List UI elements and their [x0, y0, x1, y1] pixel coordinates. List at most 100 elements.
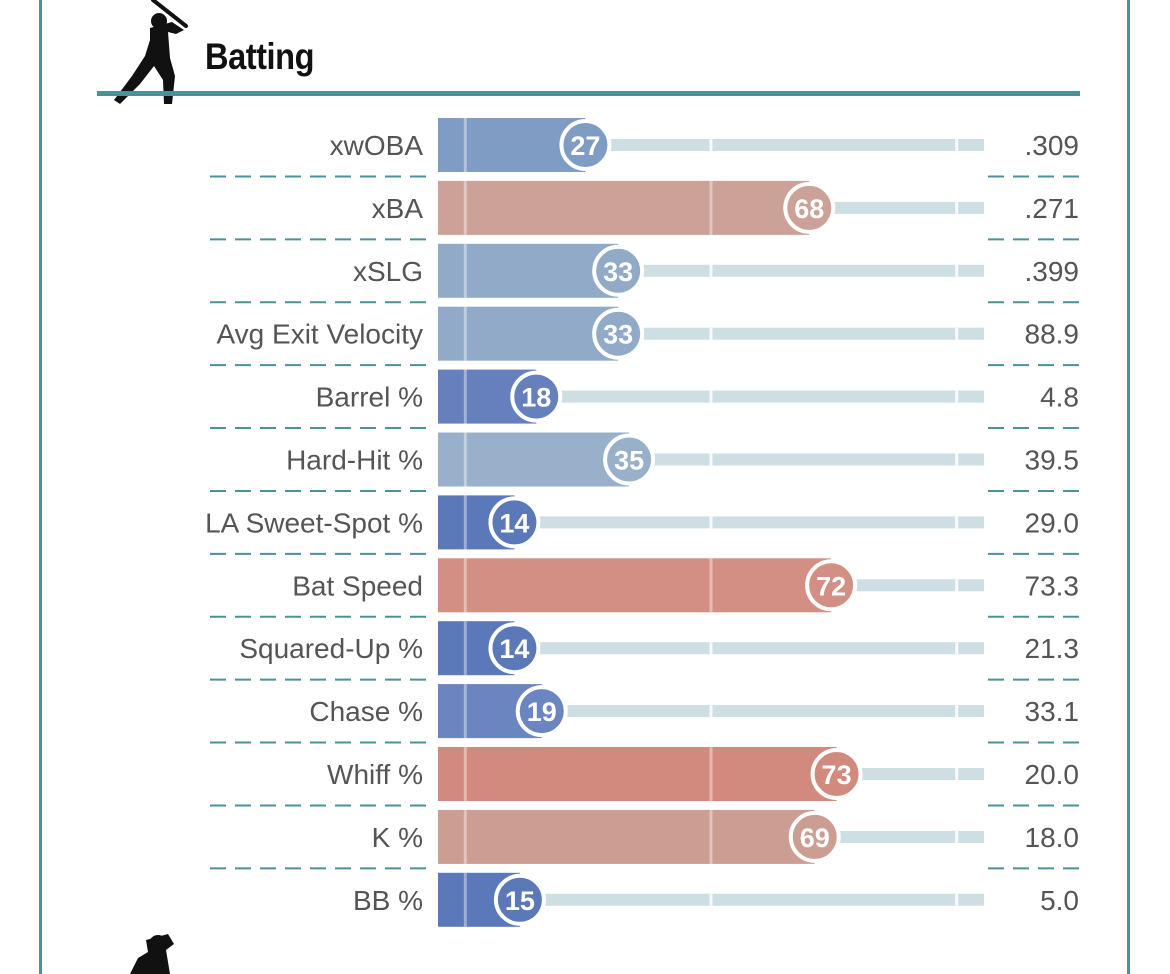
percentile-value: 18: [521, 383, 551, 413]
percentile-value: 14: [499, 508, 529, 538]
track-tick: [955, 453, 959, 466]
frame-right-border: [1127, 0, 1130, 974]
track-tick: [709, 642, 713, 655]
stat-value: 18.0: [1025, 822, 1080, 853]
percentile-marker: [592, 307, 645, 360]
stat-value: 33.1: [1025, 696, 1080, 727]
track-tick: [709, 705, 713, 718]
stat-value: 29.0: [1025, 507, 1080, 538]
percentile-value: 33: [603, 257, 633, 287]
metric-label: Hard-Hit %: [286, 445, 423, 476]
bar-tick: [463, 432, 467, 487]
percentile-marker: [515, 685, 568, 738]
bar-tick: [463, 243, 467, 298]
percentile-marker: [510, 370, 563, 423]
percentile-bar: [438, 180, 810, 235]
bar-tick: [463, 495, 467, 550]
percentile-value: 19: [527, 697, 557, 727]
stat-value: 88.9: [1025, 319, 1080, 350]
track-tick: [955, 390, 959, 403]
metric-label: Squared-Up %: [239, 633, 423, 664]
track-tick: [955, 768, 959, 780]
percentile-marker: [592, 244, 645, 297]
metric-label: BB %: [353, 885, 423, 916]
stat-value: 73.3: [1025, 570, 1080, 601]
section-title: Batting: [205, 36, 315, 77]
percentile-marker: [788, 810, 841, 863]
track-tick: [955, 327, 959, 340]
percentile-value: 35: [614, 446, 644, 476]
metric-label: Avg Exit Velocity: [217, 319, 423, 350]
track-tick: [955, 579, 959, 592]
bar-tick: [463, 558, 467, 613]
percentile-bar: [438, 558, 832, 613]
frame-left-border: [39, 0, 42, 974]
track-tick: [709, 453, 713, 466]
metric-label: K %: [372, 822, 423, 853]
bar-tick: [463, 684, 467, 739]
percentile-value: 33: [603, 320, 633, 350]
percentile-value: 68: [794, 194, 824, 224]
stat-value: 5.0: [1040, 885, 1079, 916]
percentile-marker: [603, 433, 656, 486]
percentile-bar: [438, 432, 630, 487]
track-tick: [709, 516, 713, 529]
percentile-marker: [488, 496, 541, 549]
stat-value: 39.5: [1025, 445, 1080, 476]
track-tick: [955, 264, 959, 277]
percentile-bar: [438, 809, 815, 864]
stat-value: 20.0: [1025, 759, 1080, 790]
track-tick: [709, 264, 713, 277]
metric-label: xSLG: [353, 256, 423, 287]
track-tick: [709, 327, 713, 340]
track-tick: [709, 893, 713, 906]
track-tick: [955, 830, 959, 843]
bar-tick: [709, 558, 713, 613]
stat-value: .271: [1025, 193, 1080, 224]
bar-tick: [463, 872, 467, 927]
track-tick: [955, 705, 959, 718]
stat-value: .309: [1025, 130, 1080, 161]
bar-tick: [463, 180, 467, 235]
bar-tick: [463, 306, 467, 361]
track-tick: [955, 201, 959, 214]
bar-tick: [463, 369, 467, 424]
track-tick: [955, 642, 959, 655]
bar-tick: [709, 809, 713, 864]
percentile-bar: [438, 243, 619, 298]
percentile-marker: [559, 119, 612, 171]
bar-tick: [463, 809, 467, 864]
track-tick: [709, 390, 713, 403]
metric-label: Barrel %: [316, 382, 423, 413]
bar-tick: [463, 621, 467, 676]
metric-label: LA Sweet-Spot %: [205, 507, 423, 538]
metric-label: Whiff %: [327, 759, 423, 790]
bar-tick: [709, 180, 713, 235]
chart-rows: 27 xwOBA .309 68 xBA .271 33 xSLG .399 33 Avg Exit…: [205, 118, 1080, 927]
percentile-marker: [493, 873, 546, 926]
percentile-value: 69: [800, 823, 830, 853]
header-rule: [97, 91, 1080, 96]
bar-tick: [463, 118, 467, 172]
percentile-marker: [783, 181, 836, 234]
metric-label: Bat Speed: [292, 570, 423, 601]
stat-value: 21.3: [1025, 633, 1080, 664]
percentile-marker: [488, 622, 541, 675]
metric-label: xBA: [372, 193, 424, 224]
track-tick: [709, 139, 713, 151]
stat-value: .399: [1025, 256, 1080, 287]
percentile-bar: [438, 747, 837, 801]
batter-silhouette-icon: [114, 0, 188, 104]
percentile-marker: [805, 559, 858, 612]
percentile-value: 15: [505, 886, 535, 916]
track-tick: [955, 893, 959, 906]
percentile-marker: [810, 748, 863, 800]
metric-label: Chase %: [309, 696, 423, 727]
percentile-value: 27: [570, 131, 600, 161]
stat-value: 4.8: [1040, 382, 1079, 413]
percentile-value: 73: [822, 760, 852, 790]
track-tick: [955, 139, 959, 151]
track-tick: [955, 516, 959, 529]
